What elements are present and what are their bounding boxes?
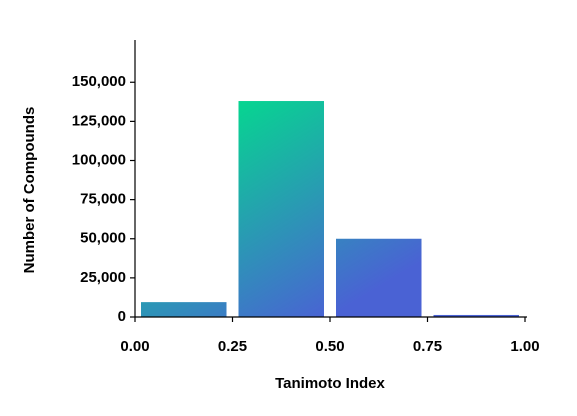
x-tick-label: 0.00 <box>120 338 149 355</box>
bar <box>433 314 519 317</box>
x-tick-label: 0.75 <box>413 338 442 355</box>
x-axis-label: Tanimoto Index <box>275 375 385 392</box>
y-tick-label: 75,000 <box>80 191 126 208</box>
y-axis-label: Number of Compounds <box>21 107 38 274</box>
y-tick-label: 50,000 <box>80 230 126 247</box>
y-tick-label: 125,000 <box>72 112 126 129</box>
x-tick-label: 0.50 <box>315 338 344 355</box>
x-tick-label: 0.25 <box>218 338 247 355</box>
x-tick-label: 1.00 <box>510 338 539 355</box>
bar <box>238 101 324 317</box>
y-tick-label: 25,000 <box>80 269 126 286</box>
bar <box>141 302 227 317</box>
y-tick-label: 150,000 <box>72 73 126 90</box>
y-tick-label: 100,000 <box>72 151 126 168</box>
y-tick-label: 0 <box>118 308 126 325</box>
bar <box>336 238 422 317</box>
